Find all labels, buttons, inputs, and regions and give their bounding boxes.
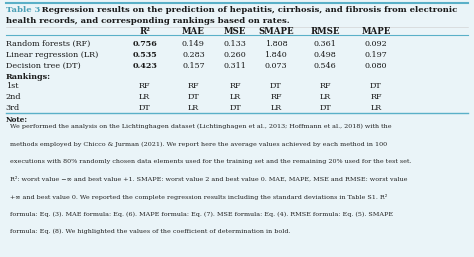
Text: We performed the analysis on the Lichtinghagen dataset (Lichtinghagen et al., 20: We performed the analysis on the Lichtin…: [10, 124, 392, 129]
Text: 0.080: 0.080: [365, 62, 387, 70]
Text: SMAPE: SMAPE: [258, 27, 294, 36]
Text: Decision tree (DT): Decision tree (DT): [6, 62, 81, 70]
Text: DT: DT: [229, 104, 241, 112]
Text: executions with 80% randomly chosen data elements used for the training set and : executions with 80% randomly chosen data…: [10, 159, 412, 164]
Text: 0.535: 0.535: [132, 51, 157, 59]
Text: RF: RF: [229, 82, 241, 90]
Text: DT: DT: [139, 104, 150, 112]
Text: 0.361: 0.361: [314, 40, 337, 48]
Text: LR: LR: [229, 93, 241, 101]
Text: RF: RF: [188, 82, 199, 90]
Text: Table 3: Table 3: [6, 6, 40, 14]
Text: MAE: MAE: [182, 27, 205, 36]
Text: 2nd: 2nd: [6, 93, 21, 101]
Text: RF: RF: [139, 82, 150, 90]
Text: DT: DT: [270, 82, 282, 90]
Text: MAPE: MAPE: [361, 27, 391, 36]
Text: Linear regression (LR): Linear regression (LR): [6, 51, 98, 59]
Text: 0.283: 0.283: [182, 51, 205, 59]
Text: formula: Eq. (8). We highlighted the values of the coefficient of determination : formula: Eq. (8). We highlighted the val…: [10, 229, 291, 234]
Text: R²: R²: [139, 27, 150, 36]
Text: 1.840: 1.840: [264, 51, 287, 59]
Text: 0.073: 0.073: [264, 62, 287, 70]
Text: methods employed by Chicco & Jurman (2021). We report here the average values ac: methods employed by Chicco & Jurman (202…: [10, 142, 388, 147]
Text: 1st: 1st: [6, 82, 18, 90]
Text: MSE: MSE: [224, 27, 246, 36]
Text: DT: DT: [370, 82, 382, 90]
Text: LR: LR: [188, 104, 199, 112]
Text: LR: LR: [319, 93, 331, 101]
Text: Note:: Note:: [6, 116, 27, 124]
Text: RMSE: RMSE: [310, 27, 340, 36]
Text: 0.197: 0.197: [365, 51, 387, 59]
Text: DT: DT: [188, 93, 199, 101]
Text: Rankings:: Rankings:: [6, 73, 51, 81]
Text: 0.092: 0.092: [365, 40, 387, 48]
Text: RF: RF: [319, 82, 331, 90]
Text: 0.311: 0.311: [224, 62, 246, 70]
Text: Random forests (RF): Random forests (RF): [6, 40, 90, 48]
Text: Regression results on the prediction of hepatitis, cirrhosis, and fibrosis from : Regression results on the prediction of …: [36, 6, 457, 14]
Text: DT: DT: [319, 104, 331, 112]
Text: LR: LR: [139, 93, 150, 101]
Text: LR: LR: [370, 104, 382, 112]
Text: 3rd: 3rd: [6, 104, 20, 112]
Text: 0.498: 0.498: [314, 51, 337, 59]
Text: +∞ and best value 0. We reported the complete regression results including the s: +∞ and best value 0. We reported the com…: [10, 194, 388, 200]
Text: formula: Eq. (3). MAE formula: Eq. (6). MAPE formula: Eq. (7). MSE formula: Eq. : formula: Eq. (3). MAE formula: Eq. (6). …: [10, 212, 393, 217]
Text: RF: RF: [370, 93, 382, 101]
Text: 0.423: 0.423: [132, 62, 157, 70]
Text: 0.133: 0.133: [224, 40, 246, 48]
Text: health records, and corresponding rankings based on rates.: health records, and corresponding rankin…: [6, 17, 289, 25]
Text: 1.808: 1.808: [264, 40, 287, 48]
Text: LR: LR: [270, 104, 282, 112]
Text: R²: worst value −∞ and best value +1. SMAPE: worst value 2 and best value 0. MAE: R²: worst value −∞ and best value +1. SM…: [10, 177, 408, 182]
Text: 0.149: 0.149: [182, 40, 205, 48]
Text: 0.260: 0.260: [224, 51, 246, 59]
Text: RF: RF: [270, 93, 282, 101]
Text: 0.756: 0.756: [132, 40, 157, 48]
Text: 0.546: 0.546: [314, 62, 337, 70]
Text: 0.157: 0.157: [182, 62, 205, 70]
